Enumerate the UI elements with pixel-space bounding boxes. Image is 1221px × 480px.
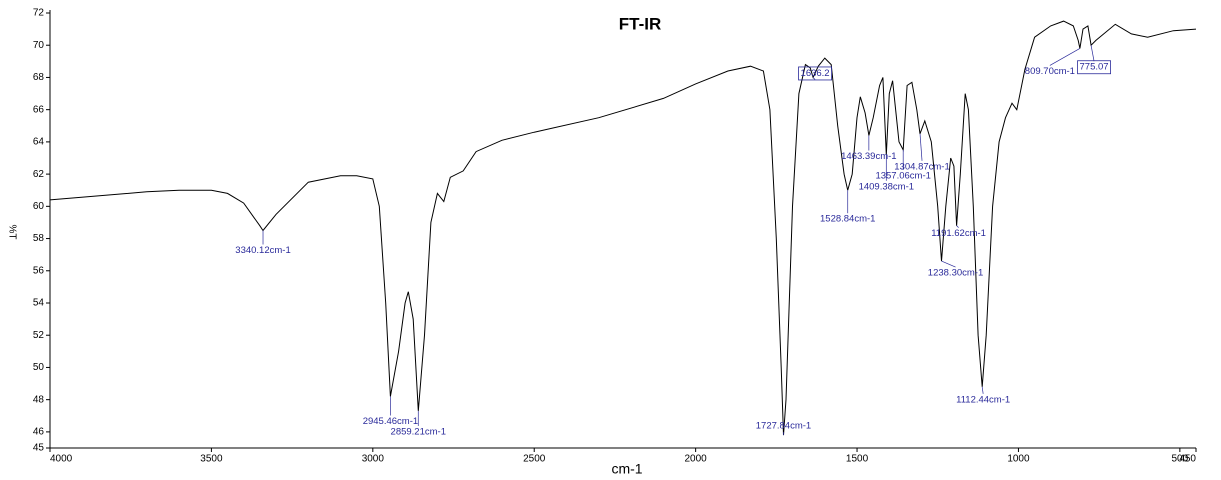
x-tick-label: 4000 bbox=[50, 454, 73, 465]
y-tick-label: 54 bbox=[33, 298, 45, 309]
annotation-leader bbox=[1090, 45, 1095, 62]
x-tick-label: 500 bbox=[1172, 454, 1189, 465]
annotation-label: 1727.84cm-1 bbox=[756, 421, 811, 432]
x-axis-label: cm-1 bbox=[611, 461, 642, 477]
annotation-leader bbox=[919, 133, 923, 161]
x-tick-label: 1000 bbox=[1007, 454, 1030, 465]
annotation-label: 1112.44cm-1 bbox=[956, 394, 1010, 405]
y-tick-label: 52 bbox=[33, 330, 45, 341]
annotation-label: 2859.21cm-1 bbox=[391, 426, 446, 437]
y-tick-label: 72 bbox=[33, 8, 45, 19]
y-axis-label: %T bbox=[6, 225, 17, 240]
y-tick-label: 62 bbox=[33, 169, 45, 180]
y-tick-label: 70 bbox=[33, 40, 45, 51]
annotation-leader bbox=[941, 260, 956, 268]
annotation-label: 1357.06cm-1 bbox=[875, 170, 930, 181]
annotation-label: 2945.46cm-1 bbox=[363, 416, 418, 427]
x-tick-label: 3000 bbox=[362, 454, 385, 465]
y-tick-label: 48 bbox=[33, 394, 45, 405]
y-tick-label: 64 bbox=[33, 137, 45, 148]
annotation-leader bbox=[812, 77, 816, 80]
annotation-label: 1304.87cm-1 bbox=[894, 161, 949, 172]
annotation-label: 1636.2 bbox=[801, 68, 830, 79]
annotation-label: 3340.12cm-1 bbox=[235, 245, 290, 256]
x-tick-label: 1500 bbox=[846, 454, 869, 465]
y-tick-label: 68 bbox=[33, 72, 45, 83]
y-tick-label: 58 bbox=[33, 233, 45, 244]
y-tick-label: 46 bbox=[33, 427, 45, 438]
annotation-leader bbox=[1049, 48, 1081, 66]
annotation-box bbox=[1077, 60, 1111, 75]
annotation-leader bbox=[956, 225, 959, 228]
y-tick-label: 60 bbox=[33, 201, 45, 212]
spectrum-line bbox=[49, 20, 1197, 436]
chart-title: FT-IR bbox=[619, 14, 662, 33]
annotation-label: 1191.62cm-1 bbox=[931, 228, 986, 239]
y-tick-label: 66 bbox=[33, 104, 45, 115]
annotation-leader bbox=[981, 386, 984, 394]
annotation-label: 1409.38cm-1 bbox=[859, 181, 914, 192]
y-tick-label: 56 bbox=[33, 265, 45, 276]
annotation-label: 1528.84cm-1 bbox=[820, 214, 875, 225]
y-tick-label: 50 bbox=[33, 362, 45, 373]
annotation-box bbox=[798, 66, 833, 81]
x-tick-label: 450 bbox=[1179, 454, 1196, 465]
x-tick-label: 2500 bbox=[523, 454, 546, 465]
x-tick-label: 3500 bbox=[200, 454, 223, 465]
annotation-label: 1238.30cm-1 bbox=[928, 268, 983, 279]
annotation-label: 775.07 bbox=[1080, 62, 1109, 73]
y-tick-label: 45 bbox=[33, 443, 45, 454]
annotation-label: 1463.39cm-1 bbox=[841, 151, 896, 162]
x-tick-label: 2000 bbox=[685, 454, 708, 465]
annotation-label: 809.70cm-1 bbox=[1025, 66, 1075, 77]
